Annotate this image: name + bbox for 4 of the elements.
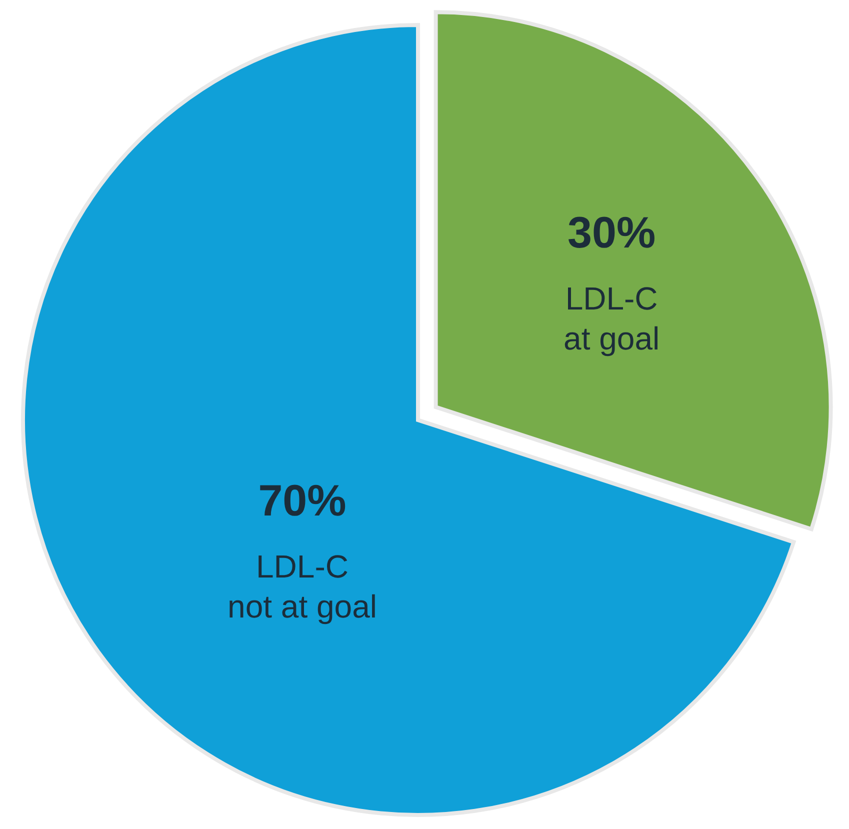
slice-label: LDL-C not at goal [228, 548, 377, 625]
data-label: 30% [568, 208, 656, 258]
data-label: 70% [258, 476, 346, 526]
slice-label: LDL-C at goal [564, 280, 660, 356]
